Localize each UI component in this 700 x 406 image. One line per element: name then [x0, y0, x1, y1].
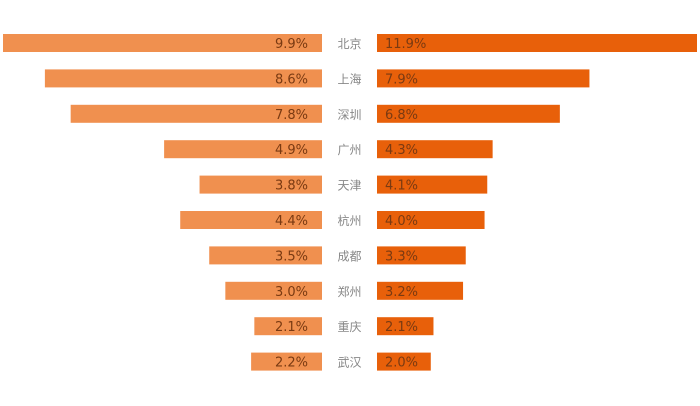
data-label-right: 7.9%	[385, 72, 418, 87]
data-label-left: 7.8%	[275, 108, 308, 123]
category-label: 杭州	[337, 213, 361, 228]
data-label-left: 2.1%	[275, 320, 308, 335]
data-label-left: 3.0%	[275, 285, 308, 300]
bar-left-3	[164, 140, 322, 159]
category-label: 郑州	[337, 284, 361, 299]
data-label-right: 4.0%	[385, 214, 418, 229]
data-label-left: 4.4%	[275, 214, 308, 229]
bar-right-0	[377, 34, 697, 52]
bar-left-4	[199, 175, 322, 194]
bar-right-8	[377, 317, 434, 336]
bar-right-2	[377, 104, 560, 123]
data-label-right: 4.1%	[385, 179, 418, 194]
bar-right-9	[377, 352, 431, 371]
bar-left-9	[251, 352, 322, 371]
data-label-left: 8.6%	[275, 72, 308, 87]
category-label: 武汉	[337, 356, 361, 370]
data-label-right: 3.2%	[385, 285, 418, 300]
data-label-left: 3.8%	[275, 179, 308, 194]
bar-right-7	[377, 281, 464, 300]
bar-left-1	[44, 69, 323, 88]
data-label-left: 3.5%	[275, 249, 308, 264]
bar-right-1	[377, 69, 590, 88]
category-label: 重庆	[337, 320, 361, 334]
data-label-right: 4.3%	[385, 143, 418, 158]
bar-left-8	[254, 317, 322, 336]
data-label-left: 4.9%	[275, 143, 308, 158]
bar-right-3	[377, 140, 493, 159]
category-label: 深圳	[337, 108, 361, 122]
category-label: 天津	[337, 179, 361, 193]
data-label-right: 3.3%	[385, 249, 418, 264]
data-label-right: 6.8%	[385, 108, 418, 123]
data-label-left: 2.2%	[275, 356, 308, 371]
data-label-right: 2.0%	[385, 356, 418, 371]
bar-right-4	[377, 175, 488, 194]
data-label-right: 11.9%	[385, 37, 426, 52]
category-label: 成都	[337, 249, 361, 263]
data-label-left: 9.9%	[275, 37, 308, 52]
category-label: 北京	[337, 37, 361, 51]
data-label-right: 2.1%	[385, 320, 418, 335]
category-label: 广州	[337, 143, 361, 157]
bar-right-5	[377, 211, 485, 229]
bar-left-6	[209, 246, 322, 265]
category-label: 上海	[337, 71, 361, 86]
bar-left-5	[180, 211, 322, 229]
bar-left-0	[3, 34, 322, 52]
bar-left-7	[225, 281, 322, 300]
bar-left-2	[70, 104, 323, 123]
bar-right-6	[377, 246, 466, 265]
